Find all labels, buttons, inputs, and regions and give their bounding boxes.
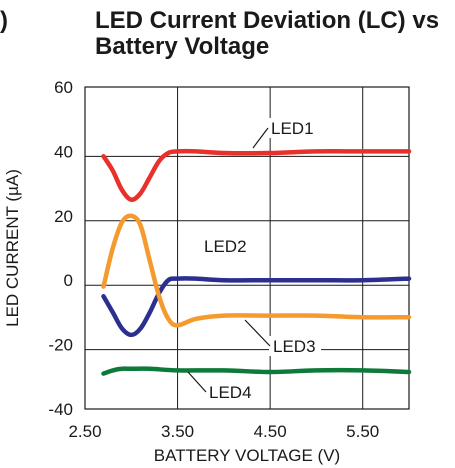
series-line-led4 [101, 366, 412, 376]
y-tick-label: -20 [48, 336, 73, 355]
y-tick-label: 0 [64, 271, 73, 290]
plot-frame [84, 86, 410, 410]
series-line-led1 [101, 148, 412, 202]
x-tick-label: 2.50 [68, 422, 101, 441]
x-axis-label: BATTERY VOLTAGE (V) [154, 446, 340, 465]
y-tick-labels: 60 40 20 0 -20 -40 [48, 78, 73, 419]
annotation-bg [205, 382, 257, 402]
annotation-led1: LED1 [271, 119, 314, 138]
x-tick-label: 3.50 [161, 422, 194, 441]
x-tick-label: 4.50 [254, 422, 287, 441]
series-lines [101, 148, 412, 376]
annotation-bg [269, 336, 321, 356]
x-tick-label: 5.50 [346, 422, 379, 441]
grid-lines [85, 87, 409, 409]
annotation-leader [244, 319, 271, 347]
y-tick-label: 20 [54, 207, 73, 226]
y-tick-label: 40 [54, 142, 73, 161]
title-fragment: ) [0, 7, 8, 34]
series-line-led3 [101, 213, 412, 328]
annotation-bg [267, 118, 319, 138]
y-axis-label: LED CURRENT (µA) [3, 169, 22, 327]
annotation-led2: LED2 [204, 237, 247, 256]
y-tick-label: 60 [54, 78, 73, 97]
y-tick-label: -40 [48, 400, 73, 419]
series-line-led2 [101, 276, 412, 338]
annotation-led4: LED4 [209, 383, 252, 402]
x-tick-labels: 2.50 3.50 4.50 5.50 [68, 422, 379, 441]
annotation-led3: LED3 [273, 337, 316, 356]
annotation-leader [187, 371, 207, 393]
annotation-leader [252, 127, 269, 149]
annotation-bg [200, 236, 252, 256]
series-annotations: LED1 LED2 LED3 LED4 [187, 118, 321, 402]
chart-title: LED Current Deviation (LC) vs Battery Vo… [95, 7, 440, 60]
